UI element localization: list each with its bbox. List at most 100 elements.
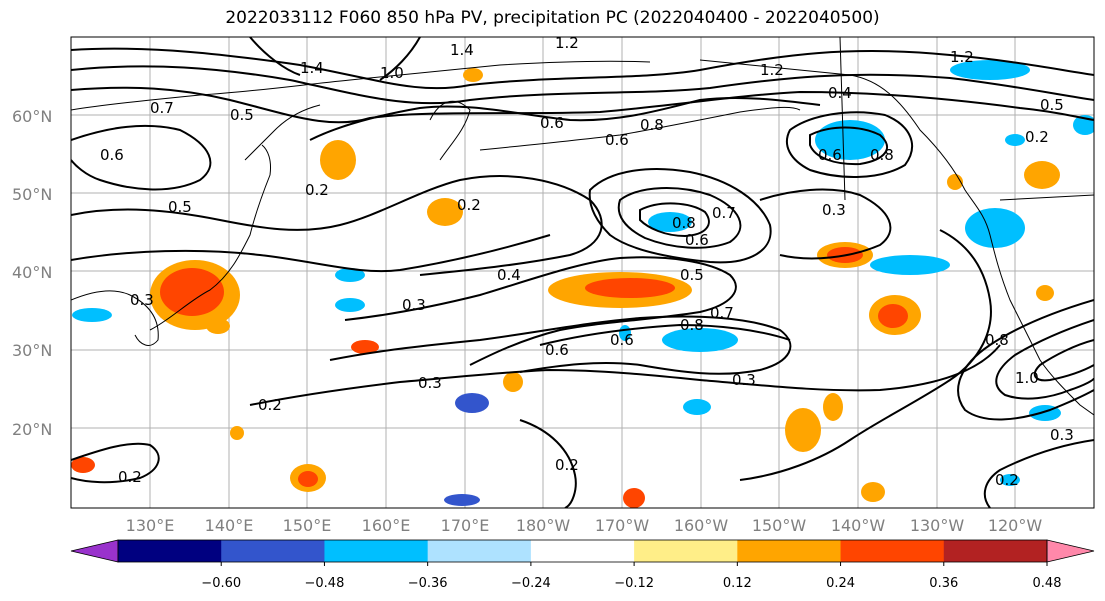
precip-patch: [1024, 161, 1060, 189]
precip-patch: [648, 212, 692, 232]
pv-contour: [739, 229, 992, 481]
contour-label: 0.2: [995, 471, 1019, 489]
coastline-aleutians: [479, 106, 801, 151]
pv-contour: [249, 344, 1001, 406]
contour-label: 0.7: [150, 99, 174, 117]
contour-label: 1.4: [450, 41, 474, 59]
colorbar: [70, 539, 1095, 563]
colorbar-tick-label: −0.48: [305, 576, 345, 591]
pv-contour: [785, 111, 914, 178]
precip-patch: [861, 482, 885, 502]
precip-patch: [335, 268, 365, 282]
pv-contour: [249, 37, 301, 76]
contour-label: 1.2: [760, 61, 784, 79]
colorbar-tick-label: 0.48: [1033, 576, 1062, 591]
contour-label: 1.2: [950, 48, 974, 66]
pv-contour: [519, 419, 577, 508]
contour-label: 0.7: [710, 304, 734, 322]
pv-contour: [71, 65, 1094, 105]
lon-label: 130°E: [126, 516, 175, 535]
precip-patch: [823, 393, 843, 421]
contour-label: 0.8: [680, 316, 704, 334]
contour-label: 0.3: [822, 201, 846, 219]
pv-contour: [759, 188, 892, 260]
longitude-labels: 130°E 140°E 150°E 160°E 170°E 180°W 170°W 160°W…: [126, 516, 1043, 535]
contour-label: 0.5: [230, 106, 254, 124]
colorbar-segment: [530, 540, 635, 562]
contour-label: 0.6: [540, 114, 564, 132]
colorbar-tick-label: −0.60: [201, 576, 241, 591]
pv-contour: [71, 175, 603, 276]
pv-contour: [539, 323, 791, 346]
contour-label: 0.5: [1040, 96, 1064, 114]
colorbar-tick-label: 0.36: [929, 576, 958, 591]
colorbar-tick-label: −0.24: [511, 576, 551, 591]
pv-contour: [957, 299, 1094, 421]
contour-label: 1.0: [1015, 369, 1039, 387]
pv-contour: [995, 319, 1094, 400]
contour-label: 0.3: [130, 291, 154, 309]
contour-label: 0.2: [555, 456, 579, 474]
colorbar-ticks: −0.60 −0.48 −0.36 −0.24 −0.12 0.12 0.24 0.36 0.4…: [201, 562, 1062, 591]
contour-label: 0.6: [818, 146, 842, 164]
lon-label: 120°W: [988, 516, 1043, 535]
contour-labels: 1.4 1.2 1.4 1.2 1.2 1.0 0.7 0.5 0.6 0.6 …: [100, 37, 1074, 489]
precip-patch: [585, 278, 675, 298]
colorbar-tick-label: 0.24: [826, 576, 855, 591]
precip-patch: [230, 426, 244, 440]
pv-contour: [588, 168, 772, 264]
contour-label: 0.2: [118, 468, 142, 486]
colorbar-tick-label: −0.36: [408, 576, 448, 591]
map-frame: [70, 36, 1095, 509]
latitude-labels: 60°N 50°N 40°N 30°N 20°N: [12, 107, 52, 439]
precip-patch: [785, 408, 821, 452]
colorbar-segment: [324, 540, 429, 562]
pv-contour: [809, 126, 888, 166]
contour-label: 0.8: [870, 146, 894, 164]
precip-patch: [71, 457, 95, 473]
contour-label: 0.6: [545, 341, 569, 359]
precip-patch: [947, 174, 963, 190]
contour-label: 0.6: [605, 131, 629, 149]
colorbar-segment: [840, 540, 945, 562]
precip-patch: [463, 68, 483, 82]
contour-label: 0.2: [1025, 128, 1049, 146]
coastline-japan: [149, 144, 271, 331]
contour-label: 0.2: [305, 181, 329, 199]
colorbar-extend-min: [70, 539, 119, 563]
contour-label: 0.2: [457, 196, 481, 214]
lat-label-40n: 40°N: [12, 263, 52, 282]
lat-label-50n: 50°N: [12, 185, 52, 204]
contour-label: 0.3: [418, 374, 442, 392]
pv-contour: [71, 86, 1094, 124]
contour-label: 0.8: [985, 331, 1009, 349]
precip-patch: [455, 393, 489, 413]
lon-label: 180°W: [516, 516, 571, 535]
contour-label: 0.6: [685, 231, 709, 249]
pv-contour: [617, 187, 742, 249]
precip-patch: [206, 318, 230, 334]
pv-contours: [71, 37, 1094, 508]
map-title: 2022033112 F060 850 hPa PV, precipitatio…: [225, 8, 880, 28]
precip-patch: [320, 140, 356, 180]
colorbar-segment: [634, 540, 738, 562]
lat-label-20n: 20°N: [12, 420, 52, 439]
pv-contour: [1033, 339, 1094, 382]
contour-label: 0.7: [712, 204, 736, 222]
precip-patch: [160, 268, 224, 316]
precip-patch: [335, 298, 365, 312]
precip-positive-patches: [71, 68, 1060, 508]
colorbar-tick-label: 0.12: [723, 576, 752, 591]
pv-contour: [71, 47, 1094, 90]
precip-patch: [950, 60, 1030, 80]
lon-label: 170°E: [441, 516, 490, 535]
colorbar-extend-max: [1046, 539, 1095, 563]
contour-label: 0.4: [828, 84, 852, 102]
coastline-sakhalin: [244, 104, 321, 161]
border-us-canada: [999, 194, 1094, 201]
precip-patch: [503, 372, 523, 392]
pv-contour: [71, 234, 551, 273]
contour-label: 0.3: [402, 296, 426, 314]
coastline-korea: [71, 290, 159, 346]
